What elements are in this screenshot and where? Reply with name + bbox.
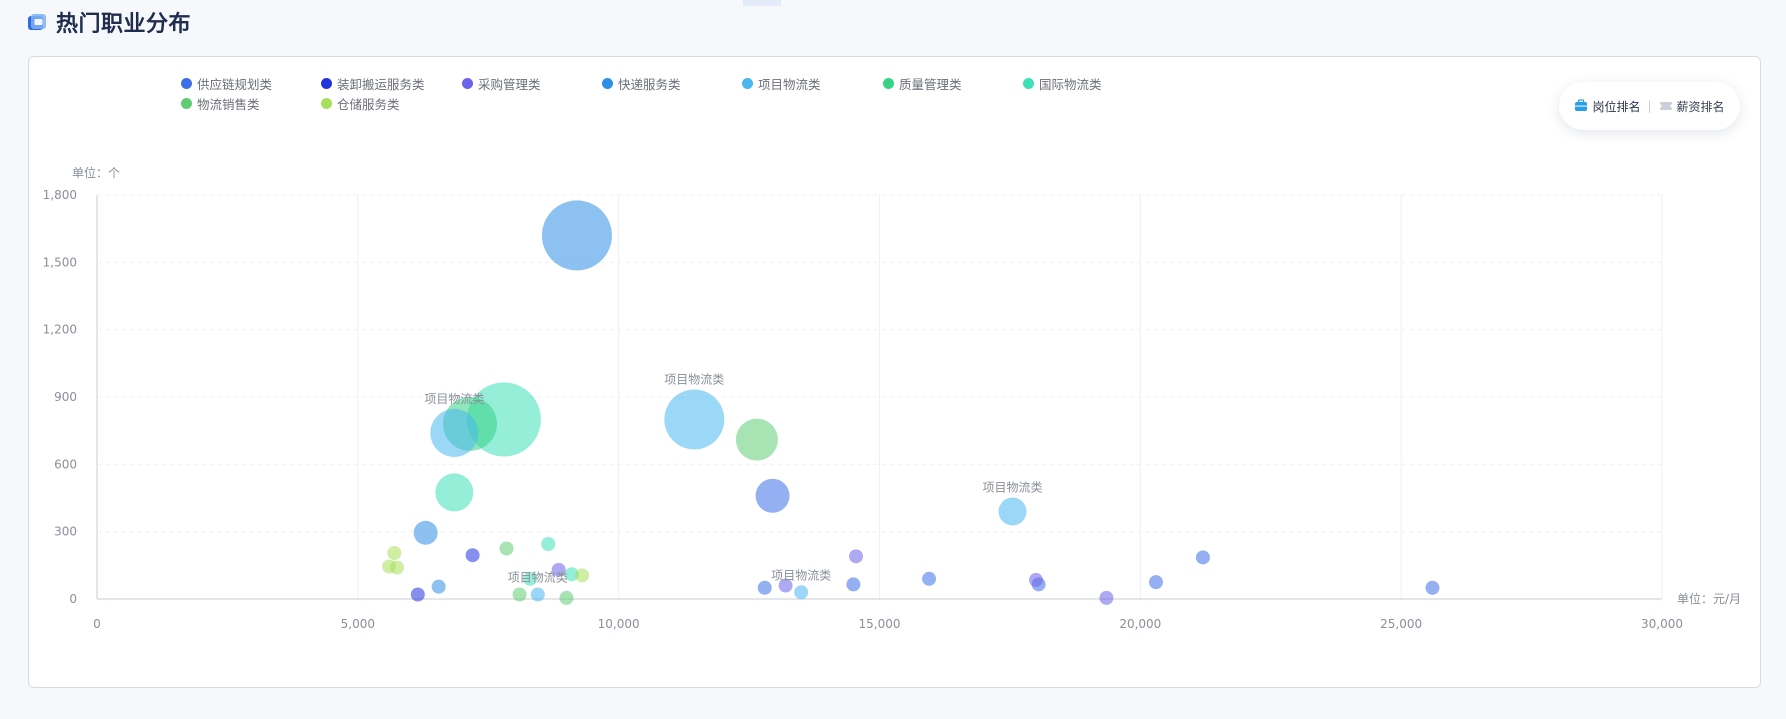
- x-tick-label: 15,000: [859, 617, 901, 631]
- legend-dot: [742, 78, 753, 89]
- bubble-point: [530, 587, 545, 602]
- rank-toggle: 岗位排名 | 薪资排名: [1559, 82, 1740, 130]
- y-tick-label: 600: [54, 457, 77, 471]
- bubble-point: [410, 587, 425, 602]
- legend-item[interactable]: 采购管理类: [462, 74, 541, 93]
- y-tick-label: 300: [54, 525, 77, 539]
- bubble-point: [512, 587, 527, 602]
- bubble-point: [575, 568, 590, 583]
- y-tick-label: 0: [69, 592, 77, 606]
- salary-rank-button[interactable]: 薪资排名: [1658, 98, 1725, 115]
- x-tick-label: 5,000: [341, 617, 375, 631]
- x-tick-label: 10,000: [598, 617, 640, 631]
- legend-item[interactable]: 供应链规划类: [181, 74, 272, 93]
- x-tick-label: 30,000: [1641, 617, 1683, 631]
- bubble-point: [413, 520, 438, 545]
- x-axis-unit: 单位：元/月: [1677, 591, 1741, 606]
- legend-dot: [1023, 78, 1034, 89]
- top-tab-indicator: [743, 0, 781, 6]
- legend-label: 采购管理类: [478, 77, 541, 92]
- x-tick-label: 20,000: [1119, 617, 1161, 631]
- legend-label: 快递服务类: [618, 77, 681, 92]
- briefcase-icon: [26, 11, 48, 33]
- legend-item[interactable]: 物流销售类: [181, 94, 260, 113]
- legend-label: 仓储服务类: [337, 97, 400, 112]
- legend-label: 装卸搬运服务类: [337, 77, 425, 92]
- legend-label: 物流销售类: [197, 97, 260, 112]
- legend-item[interactable]: 国际物流类: [1023, 74, 1102, 93]
- bubble-label: 项目物流类: [664, 372, 724, 386]
- job-rank-label: 岗位排名: [1592, 99, 1641, 114]
- bubble-point: [1029, 572, 1043, 587]
- legend-item[interactable]: 快递服务类: [602, 74, 681, 93]
- y-tick-label: 1,500: [43, 255, 77, 269]
- job-rank-button[interactable]: 岗位排名: [1574, 98, 1640, 115]
- bubble-point: [387, 545, 402, 560]
- x-tick-label: 25,000: [1380, 617, 1422, 631]
- bubble-point: [735, 418, 778, 461]
- legend-item[interactable]: 装卸搬运服务类: [321, 74, 425, 93]
- legend-label: 供应链规划类: [197, 77, 273, 92]
- legend-item[interactable]: 项目物流类: [742, 74, 821, 93]
- legend-dot: [321, 98, 332, 109]
- legend-label: 国际物流类: [1039, 77, 1102, 92]
- bubble-point: [846, 577, 861, 592]
- legend-item[interactable]: 质量管理类: [883, 74, 962, 93]
- legend-label: 项目物流类: [758, 77, 821, 92]
- bubble-point: [541, 537, 556, 552]
- bubble-point: [757, 580, 772, 595]
- toggle-separator: |: [1647, 99, 1652, 113]
- bubble-point: [664, 389, 725, 450]
- bubble-point: [559, 590, 574, 605]
- y-axis-unit: 单位：个: [72, 165, 120, 180]
- bubble-point: [1195, 550, 1210, 565]
- bubble-point: [998, 497, 1027, 526]
- legend-dot: [883, 78, 894, 89]
- bubble-point: [499, 541, 514, 556]
- ticket-icon: [1658, 99, 1673, 113]
- bubble-point: [794, 585, 809, 600]
- bubble-point: [389, 560, 404, 575]
- y-tick-label: 900: [54, 390, 77, 404]
- bubble-label: 项目物流类: [508, 571, 568, 585]
- bubble-label: 项目物流类: [771, 568, 831, 582]
- legend-label: 质量管理类: [899, 77, 962, 92]
- bubble-point: [465, 548, 480, 563]
- y-tick-label: 1,200: [43, 323, 77, 337]
- legend-item[interactable]: 仓储服务类: [321, 94, 400, 113]
- bubble-point: [1148, 575, 1163, 590]
- section-header: 热门职业分布: [26, 6, 191, 38]
- salary-rank-label: 薪资排名: [1676, 99, 1725, 114]
- bubble-point: [435, 473, 474, 512]
- x-tick-label: 0: [93, 617, 101, 631]
- legend-dot: [181, 78, 192, 89]
- legend-dot: [602, 78, 613, 89]
- y-tick-label: 1,800: [43, 188, 77, 202]
- bubble-point: [1425, 580, 1440, 595]
- legend-dot: [181, 98, 192, 109]
- chart-card: [28, 56, 1761, 688]
- bubble-point: [755, 478, 790, 513]
- bubble-point: [1099, 590, 1114, 605]
- bubble-point: [430, 408, 479, 457]
- bubble-point: [564, 567, 579, 582]
- page-title: 热门职业分布: [56, 12, 192, 37]
- bubble-point: [922, 571, 937, 586]
- bubble-label: 项目物流类: [983, 480, 1043, 494]
- bubble-point: [522, 571, 537, 586]
- legend-dot: [321, 78, 332, 89]
- bubble-point: [849, 549, 864, 564]
- legend-dot: [462, 78, 473, 89]
- bubble-label: 项目物流类: [424, 392, 484, 406]
- bubble-point: [778, 578, 793, 593]
- bubble-point: [541, 200, 612, 271]
- bubble-point: [551, 562, 566, 577]
- bubble-point: [431, 579, 446, 594]
- briefcase-icon: [1574, 99, 1588, 113]
